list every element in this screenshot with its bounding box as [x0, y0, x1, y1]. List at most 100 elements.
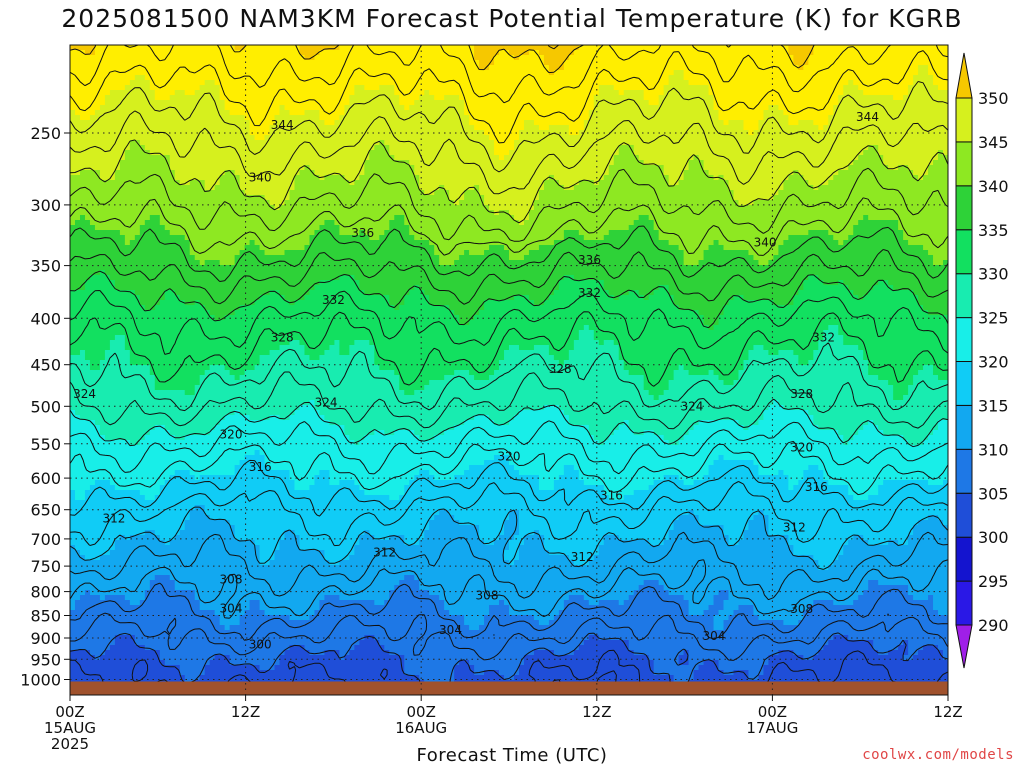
theta-cell — [828, 480, 884, 486]
theta-cell — [678, 365, 685, 371]
theta-cell — [139, 300, 161, 306]
theta-cell — [938, 515, 948, 521]
theta-cell — [793, 650, 819, 656]
theta-cell — [938, 420, 948, 426]
contour-label-group: 316 — [600, 489, 623, 503]
theta-cell — [943, 260, 948, 266]
contour-line-320 — [70, 398, 948, 448]
theta-cell — [224, 415, 251, 421]
theta-cell — [129, 360, 261, 366]
theta-cell — [673, 375, 720, 381]
colorbar-tick-label: 340 — [978, 177, 1009, 196]
theta-cell — [449, 195, 465, 201]
theta-cell — [299, 45, 340, 51]
theta-cell — [713, 105, 770, 111]
theta-cell — [70, 235, 126, 241]
theta-cell — [339, 115, 470, 121]
theta-cell — [683, 435, 844, 441]
theta-cell — [813, 50, 948, 56]
theta-cell — [204, 260, 221, 266]
theta-cell — [768, 105, 779, 111]
theta-cell — [70, 140, 131, 146]
theta-cell — [454, 475, 540, 481]
theta-cell — [708, 245, 725, 251]
theta-cell — [848, 285, 874, 291]
theta-cell — [259, 555, 276, 561]
theta-cell — [354, 85, 365, 91]
theta-cell — [583, 640, 630, 646]
theta-cell — [229, 660, 281, 666]
theta-cell — [214, 610, 246, 616]
theta-cell — [728, 185, 784, 191]
theta-cell — [703, 315, 720, 321]
contour-label: 312 — [102, 512, 125, 526]
theta-cell — [713, 100, 839, 106]
theta-cell — [109, 645, 146, 651]
theta-cell — [499, 210, 510, 216]
theta-cell — [703, 255, 755, 261]
theta-cell — [70, 610, 216, 616]
theta-cell — [419, 580, 645, 586]
theta-cell — [583, 235, 605, 241]
theta-cell — [628, 645, 824, 651]
contour-label-group: 312 — [373, 546, 396, 560]
theta-cell — [324, 550, 355, 556]
theta-cell — [70, 650, 91, 656]
theta-cell — [79, 415, 226, 421]
theta-cell — [444, 95, 460, 101]
theta-cell — [793, 55, 809, 61]
theta-cell — [568, 555, 595, 561]
contour-label-layer: 3443443403403363363323323323283283283243… — [73, 110, 879, 652]
theta-cell — [903, 235, 948, 241]
theta-cell — [239, 305, 395, 311]
theta-cell — [70, 270, 101, 276]
theta-cell — [179, 530, 236, 536]
theta-cell — [284, 250, 435, 256]
theta-cell — [219, 260, 236, 266]
theta-cell — [70, 660, 166, 666]
theta-cell — [878, 280, 889, 286]
theta-cell — [84, 495, 146, 501]
theta-cell — [339, 655, 345, 661]
contour-label: 320 — [498, 450, 521, 464]
theta-cell — [464, 105, 595, 111]
theta-cell — [349, 650, 390, 656]
theta-cell — [109, 480, 166, 486]
theta-cell — [938, 645, 948, 651]
theta-cell — [778, 350, 794, 356]
y-tick-label: 450 — [30, 356, 61, 375]
theta-cell — [838, 430, 859, 436]
theta-cell — [259, 450, 948, 456]
theta-cell — [703, 660, 720, 666]
theta-cell — [918, 370, 934, 376]
theta-cell — [399, 580, 420, 586]
theta-cell — [84, 350, 106, 356]
theta-cell — [389, 590, 430, 596]
theta-cell — [578, 45, 789, 51]
colorbar-tick-label: 335 — [978, 221, 1009, 240]
theta-cell — [778, 400, 948, 406]
theta-cell — [70, 395, 655, 401]
theta-cell — [828, 120, 948, 126]
theta-cell — [70, 85, 126, 91]
theta-cell — [70, 585, 151, 591]
theta-cell — [838, 95, 894, 101]
theta-cell — [818, 425, 864, 431]
theta-cell — [99, 170, 116, 176]
contour-line-326 — [70, 311, 948, 387]
theta-cell — [753, 460, 948, 466]
contour-label-group: 316 — [805, 480, 828, 494]
theta-cell — [224, 170, 236, 176]
colorbar-segment — [955, 229, 973, 275]
theta-cell — [79, 595, 101, 601]
theta-cell — [70, 495, 76, 501]
theta-cell — [484, 305, 680, 311]
theta-cell — [803, 65, 919, 71]
theta-cell — [763, 345, 819, 351]
theta-cell — [229, 625, 470, 631]
theta-cell — [129, 140, 141, 146]
theta-cell — [928, 65, 948, 71]
theta-cell — [803, 615, 948, 621]
theta-cell — [384, 430, 395, 436]
theta-cell — [70, 500, 948, 506]
